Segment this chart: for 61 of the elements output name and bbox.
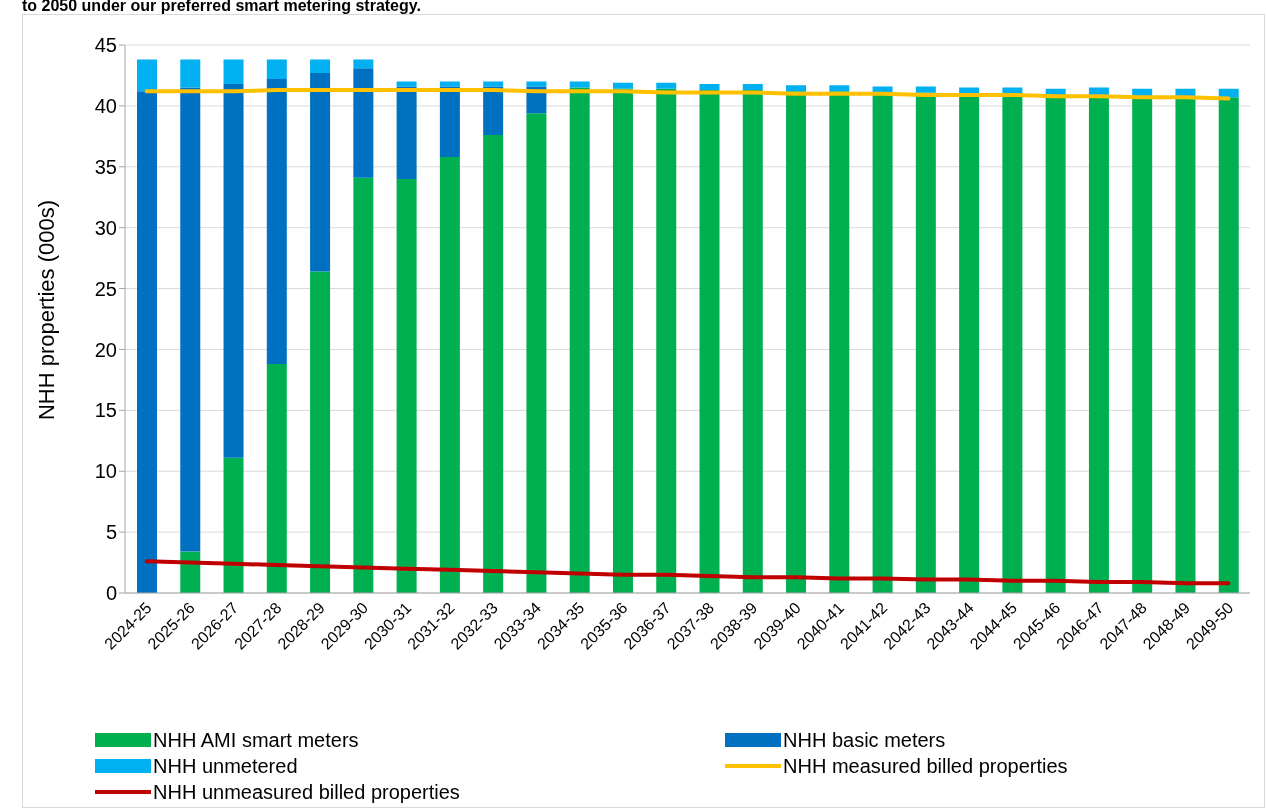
bar [829,85,850,92]
bar [1218,88,1239,98]
y-tick-label: 40 [94,94,117,117]
bar [526,113,547,593]
bar [180,87,201,552]
bar [699,83,720,91]
bar [310,59,331,74]
bar [915,86,936,93]
bar [742,83,763,91]
bar [353,59,374,69]
legend-label: NHH AMI smart meters [153,728,359,752]
y-tick-label: 25 [94,277,117,300]
line-series [144,88,1231,101]
bar [266,79,287,365]
y-tick-label: 0 [105,582,117,605]
y-tick-label: 35 [94,155,117,178]
bar [786,91,807,593]
y-tick-label: 10 [94,460,117,483]
bar [569,87,590,593]
bar [223,83,244,458]
legend-label: NHH unmeasured billed properties [153,780,460,804]
bar [1218,97,1239,593]
bar [569,81,590,88]
bar [612,88,633,593]
bar [483,86,504,136]
legend-label: NHH basic meters [783,728,946,752]
bar [137,59,157,92]
bar [353,68,374,178]
bar [439,157,460,593]
bar [439,86,460,158]
bar [786,85,807,92]
legend-label: NHH unmetered [153,754,298,778]
legend-label: NHH measured billed properties [783,754,1068,778]
bar [137,91,157,593]
y-tick-label: 30 [94,216,117,239]
bar [353,177,374,593]
bar [180,59,201,88]
bar [310,271,331,593]
bar [1132,96,1153,593]
bar [396,178,417,593]
bar [266,364,287,593]
bar [612,82,633,89]
line-series [144,559,1231,586]
chart-title: to 2050 under our preferred smart metering strategy. [22,0,421,14]
y-tick-label: 5 [105,521,117,544]
bar [829,91,850,593]
bar [656,88,677,593]
bar [266,59,287,80]
bar [742,90,763,593]
y-axis-title: NHH properties (000s) [34,199,59,421]
bar [915,92,936,593]
bar [310,73,331,272]
bar [396,86,417,179]
bar [483,135,504,593]
y-tick-label: 45 [94,34,117,57]
bar [656,82,677,89]
y-tick-label: 20 [94,338,117,361]
bar [223,59,244,84]
bar [223,457,244,593]
bar [1175,96,1196,593]
y-tick-label: 15 [94,399,117,422]
